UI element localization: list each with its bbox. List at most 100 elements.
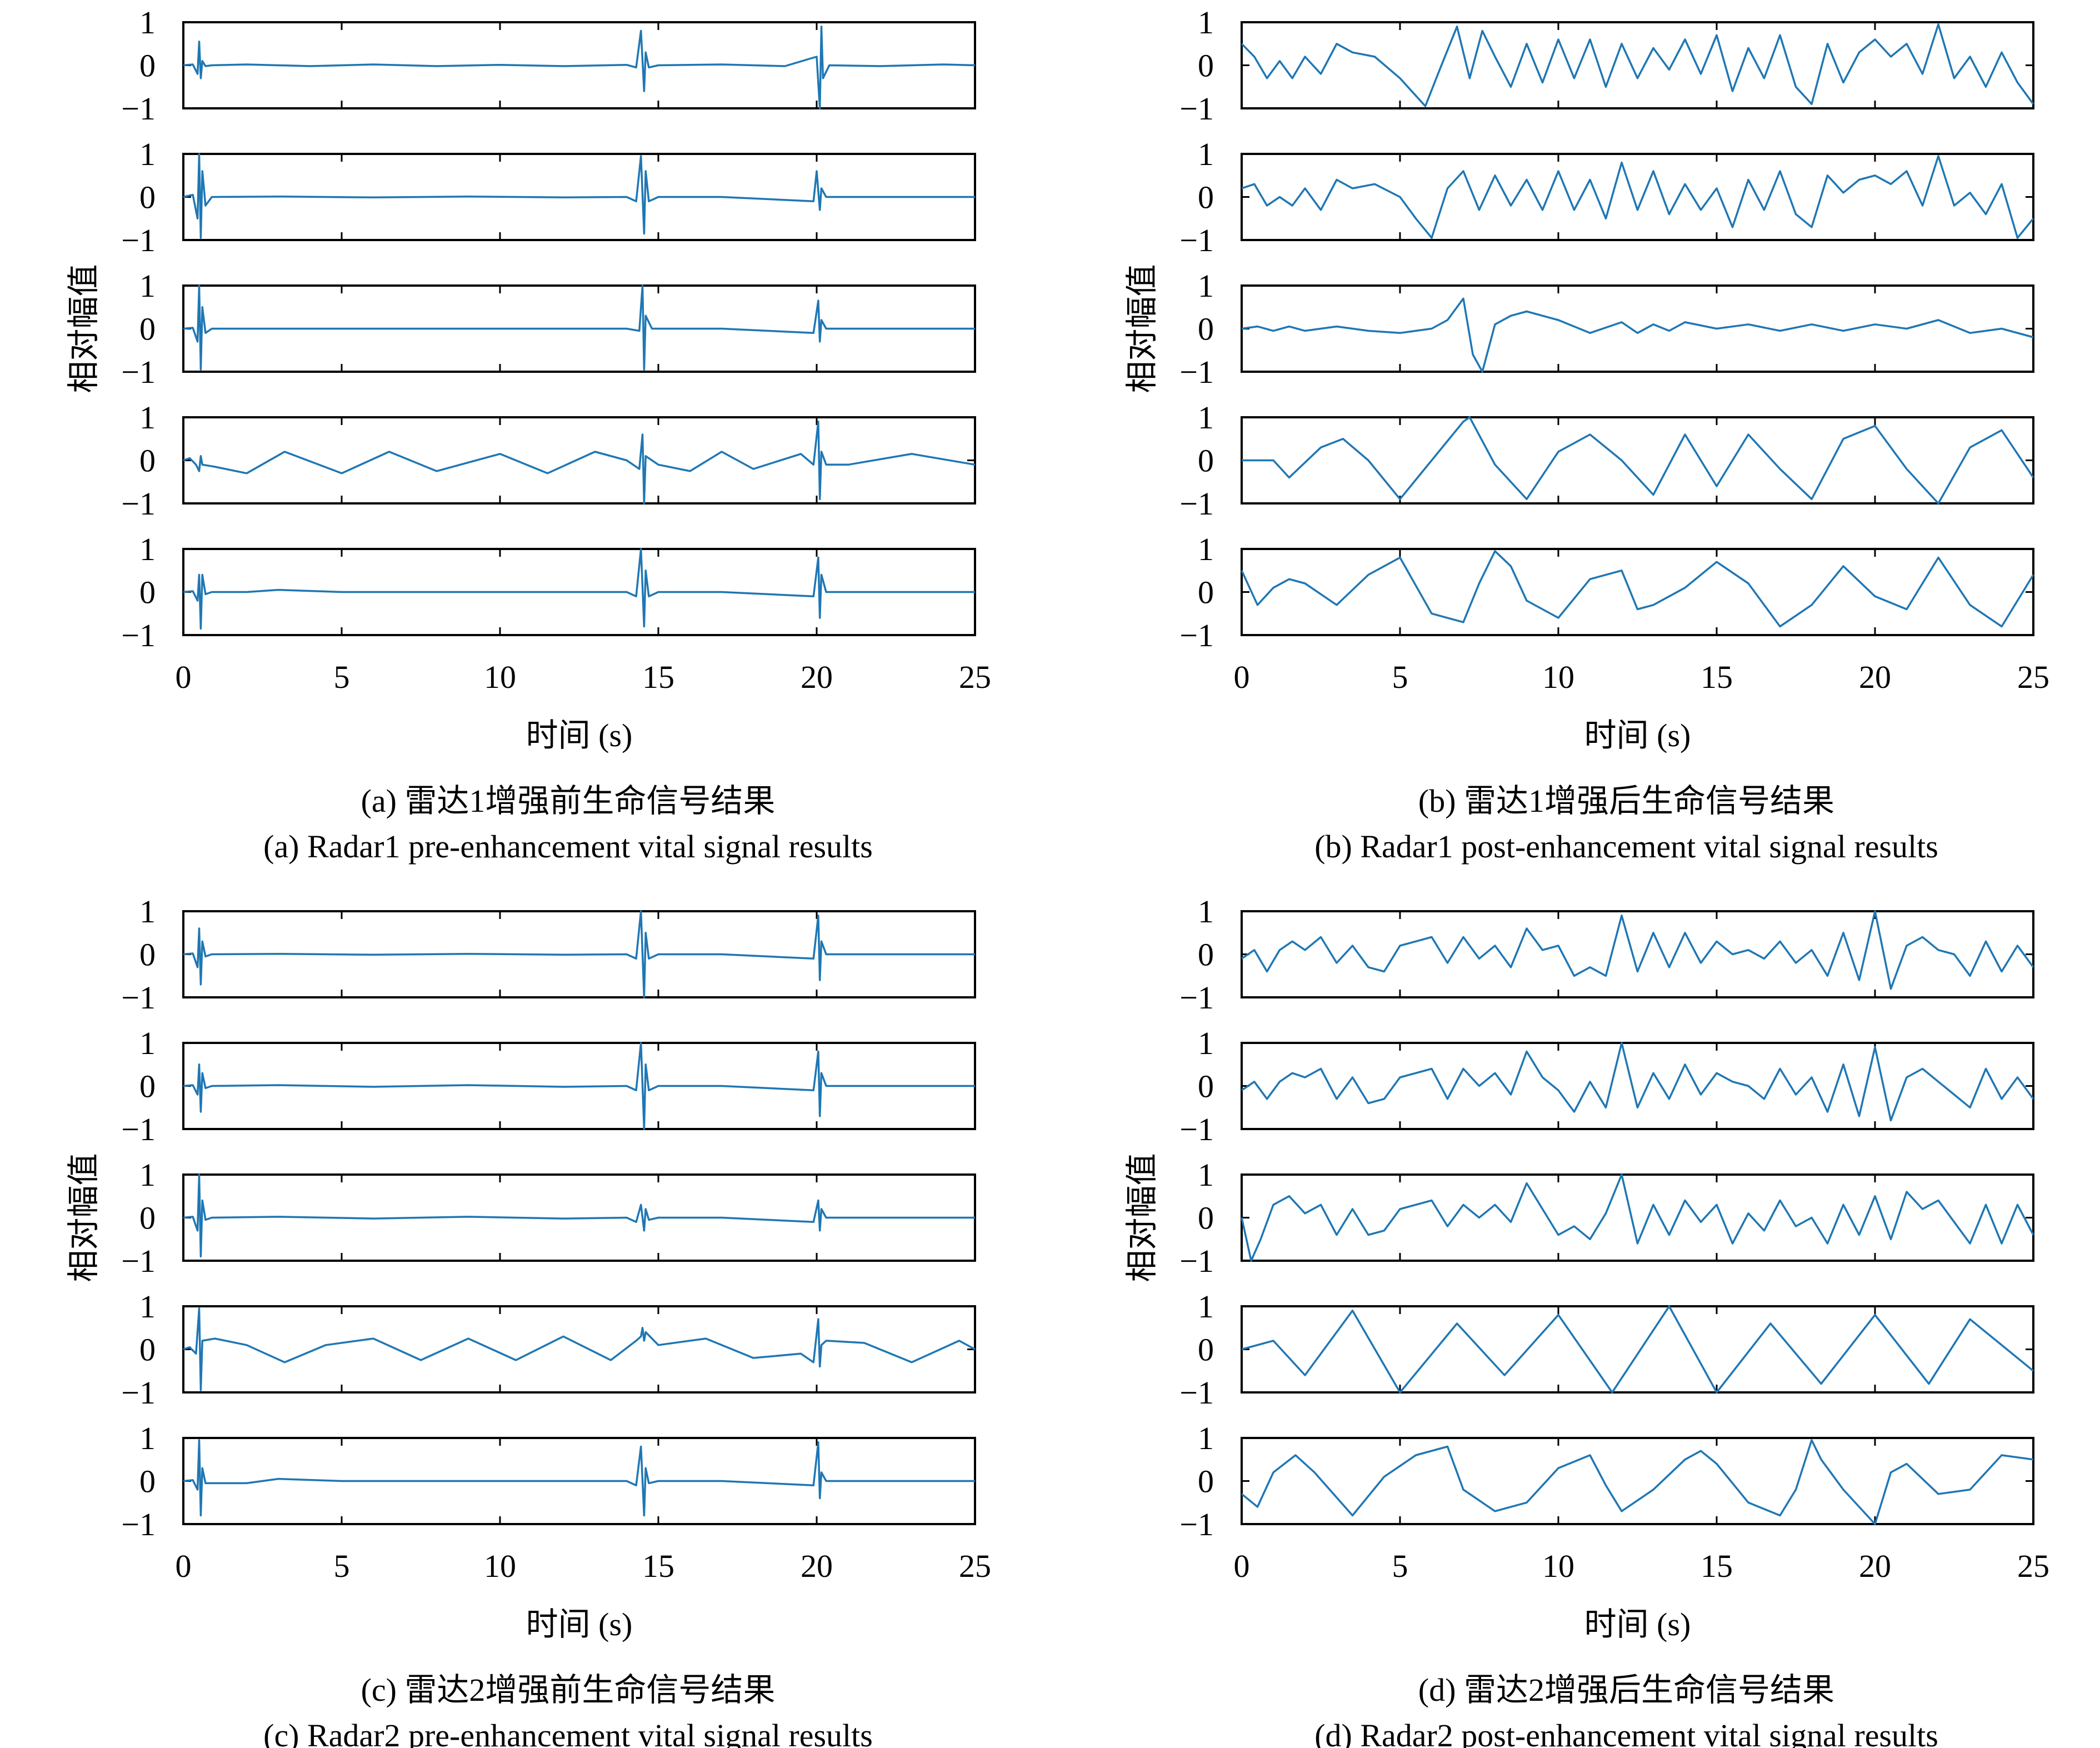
subplot-c-2: 1 0 −1 xyxy=(121,1025,976,1147)
y-tick-label: −1 xyxy=(121,486,156,522)
signal-line xyxy=(1241,1042,2034,1122)
x-tick-label: 15 xyxy=(642,1548,674,1584)
x-tick-label: 20 xyxy=(1859,659,1891,695)
subplot-b-5: 1 0 −1 xyxy=(1179,531,2034,653)
signal-line xyxy=(183,548,975,630)
y-tick-label: 1 xyxy=(1198,399,1214,436)
subplot-a-3: 1 0 −1 xyxy=(121,268,976,390)
y-tick-label: 0 xyxy=(1198,1464,1214,1500)
y-axis-label: 相对幅值 xyxy=(1124,1153,1160,1282)
subplot-c-3: 1 0 −1 xyxy=(121,1157,976,1279)
plot-frame xyxy=(1241,1042,2034,1130)
x-tick-label: 10 xyxy=(484,659,516,695)
y-tick-label: −1 xyxy=(121,1243,156,1279)
x-tick-label: 5 xyxy=(1392,659,1408,695)
y-tick-label: 0 xyxy=(139,311,156,347)
y-tick-label: 0 xyxy=(1198,311,1214,347)
y-tick-label: 0 xyxy=(1198,48,1214,84)
plot-frame xyxy=(1241,21,2034,109)
y-tick-label: 1 xyxy=(1198,531,1214,567)
y-tick-label: −1 xyxy=(1179,222,1214,258)
x-axis-label: 时间 (s) xyxy=(1584,1606,1691,1642)
subplot-c-4: 1 0 −1 xyxy=(121,1288,976,1411)
y-tick-label: 1 xyxy=(1198,1157,1214,1193)
subplot-a-5: 1 0 −1 xyxy=(121,531,976,653)
subplot-d-1: 1 0 −1 xyxy=(1179,893,2034,1016)
y-tick-label: 1 xyxy=(139,893,156,930)
caption-en: (c) Radar2 pre-enhancement vital signal … xyxy=(263,1717,873,1748)
signal-line xyxy=(183,1439,975,1517)
y-tick-label: −1 xyxy=(1179,980,1214,1016)
y-axis-label: 相对幅值 xyxy=(1124,264,1160,393)
y-tick-label: 0 xyxy=(139,48,156,84)
x-tick-label: 5 xyxy=(1392,1548,1408,1584)
y-tick-label: 1 xyxy=(1198,136,1214,172)
y-tick-label: −1 xyxy=(121,222,156,258)
x-tick-label: 15 xyxy=(1701,1548,1733,1584)
subplot-d-3: 1 0 −1 xyxy=(1179,1157,2034,1279)
plot-frame xyxy=(182,416,976,505)
x-axis-label: 时间 (s) xyxy=(526,1606,633,1642)
subplot-b-4: 1 0 −1 xyxy=(1179,399,2034,522)
y-tick-label: 1 xyxy=(1198,1288,1214,1325)
y-tick-label: 1 xyxy=(139,1288,156,1325)
x-axis-label: 时间 (s) xyxy=(1584,717,1691,753)
x-tick-label: 15 xyxy=(1701,659,1733,695)
y-tick-label: 1 xyxy=(1198,1025,1214,1061)
subplot-c-1: 1 0 −1 xyxy=(121,893,976,1016)
y-tick-label: −1 xyxy=(1179,354,1214,390)
x-tick-label: 0 xyxy=(1234,659,1250,695)
signal-line xyxy=(1241,910,2034,990)
y-tick-label: −1 xyxy=(1179,617,1214,653)
y-tick-label: −1 xyxy=(121,1506,156,1542)
y-tick-label: −1 xyxy=(1179,91,1214,127)
y-tick-label: 0 xyxy=(1198,937,1214,973)
y-tick-label: −1 xyxy=(121,1375,156,1411)
subplot-d-5: 1 0 −1 xyxy=(1179,1420,2034,1542)
signal-line xyxy=(183,284,975,371)
signal-line xyxy=(1241,550,2034,628)
y-tick-label: −1 xyxy=(121,980,156,1016)
y-tick-label: 1 xyxy=(1198,893,1214,930)
plot-frame xyxy=(1241,416,2034,505)
x-tick-label: 10 xyxy=(1542,659,1574,695)
y-tick-label: 0 xyxy=(139,1332,156,1368)
signal-line xyxy=(183,1042,975,1130)
caption-en: (a) Radar1 pre-enhancement vital signal … xyxy=(263,828,873,865)
subplot-a-4: 1 0 −1 xyxy=(121,399,976,522)
y-tick-label: 0 xyxy=(139,1068,156,1105)
x-tick-label: 5 xyxy=(334,1548,350,1584)
x-tick-label: 15 xyxy=(642,659,674,695)
y-tick-label: −1 xyxy=(121,91,156,127)
caption-cn: (a) 雷达1增强前生命信号结果 xyxy=(361,783,776,819)
y-tick-label: 0 xyxy=(1198,575,1214,611)
subplot-c-5: 1 0 −1 xyxy=(121,1420,976,1542)
y-tick-label: 1 xyxy=(139,1157,156,1193)
x-tick-label: 10 xyxy=(484,1548,516,1584)
signal-line xyxy=(183,910,975,998)
x-tick-label: 25 xyxy=(959,1548,991,1584)
caption-en: (d) Radar2 post-enhancement vital signal… xyxy=(1314,1717,1938,1748)
subplot-d-2: 1 0 −1 xyxy=(1179,1025,2034,1147)
signal-line xyxy=(1241,297,2034,373)
x-tick-label: 20 xyxy=(801,659,833,695)
y-tick-label: −1 xyxy=(121,354,156,390)
x-tick-label: 5 xyxy=(334,659,350,695)
plot-frame xyxy=(1241,284,2034,373)
caption-cn: (d) 雷达2增强后生命信号结果 xyxy=(1418,1672,1834,1708)
y-tick-label: 1 xyxy=(139,268,156,304)
y-tick-label: 1 xyxy=(139,1420,156,1456)
y-tick-label: 1 xyxy=(139,399,156,436)
plot-frame xyxy=(1241,548,2034,636)
y-tick-label: 0 xyxy=(1198,443,1214,479)
plot-frame xyxy=(1241,910,2034,998)
y-tick-label: 0 xyxy=(139,179,156,216)
caption-en: (b) Radar1 post-enhancement vital signal… xyxy=(1314,828,1938,865)
y-tick-label: 0 xyxy=(139,937,156,973)
signal-line xyxy=(1241,1173,2034,1262)
y-tick-label: −1 xyxy=(1179,1506,1214,1542)
subplot-b-2: 1 0 −1 xyxy=(1179,136,2034,258)
